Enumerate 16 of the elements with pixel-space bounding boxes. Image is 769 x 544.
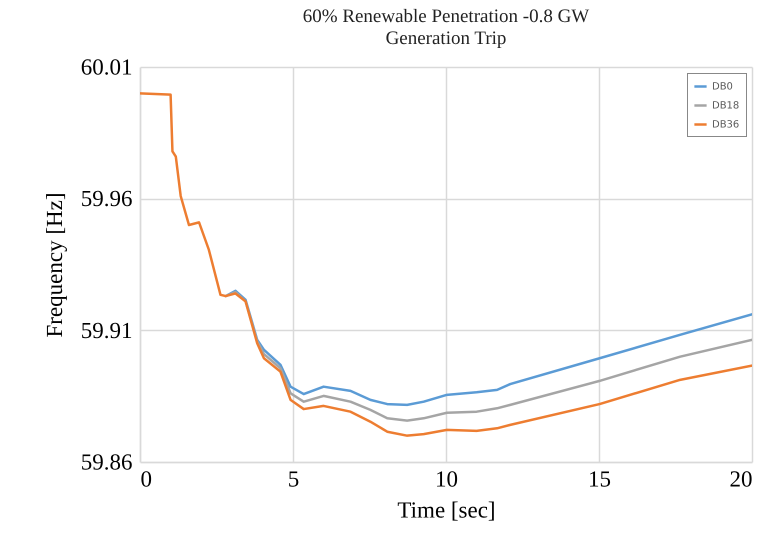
y-tick-label: 59.96	[80, 186, 132, 212]
legend-label: DB0	[712, 82, 733, 92]
x-tick-label: 0	[140, 466, 152, 492]
x-tick-label: 20	[730, 466, 752, 492]
line-series	[140, 92, 752, 437]
x-tick-label: 5	[288, 466, 300, 492]
x-tick-label: 10	[435, 466, 458, 492]
x-axis-title: Time [sec]	[397, 498, 496, 522]
y-axis-title: Frequency [Hz]	[42, 192, 67, 338]
legend-label: DB36	[712, 120, 740, 130]
legend-label: DB18	[712, 100, 740, 112]
y-tick-label: 59.86	[80, 450, 132, 474]
y-tick-label: 60.01	[80, 54, 132, 80]
x-tick-label: 15	[588, 466, 611, 492]
chart-title: 60% Renewable Penetration -0.8 GW Generation Trip	[302, 6, 590, 49]
y-tick-label: 59.91	[80, 318, 132, 343]
